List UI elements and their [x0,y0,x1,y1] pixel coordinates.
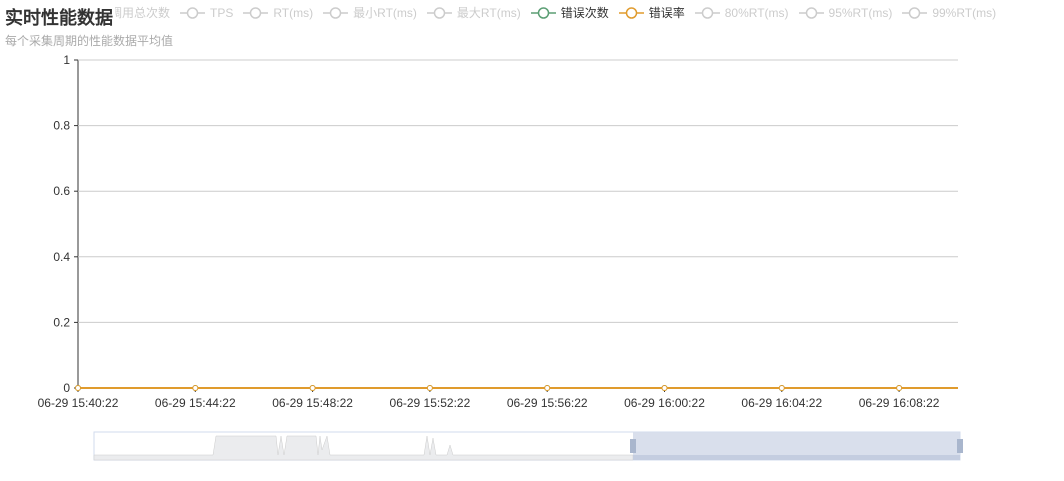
y-tick-label: 1 [63,53,70,67]
x-tick-label: 06-29 15:48:22 [272,396,353,410]
legend-item[interactable]: TPS [180,4,233,21]
x-tick-label: 06-29 16:04:22 [741,396,822,410]
legend-label: RT(ms) [273,5,314,20]
y-tick-label: 0 [63,381,70,395]
legend-label: 最大RT(ms) [456,6,521,20]
y-tick-label: 0.8 [53,119,70,133]
legend-item[interactable]: RT(ms) [243,4,313,21]
legend-line-circle-icon [426,6,452,19]
datazoom-selected-shadow [633,455,960,460]
legend-line-circle-icon [323,6,349,19]
legend-line-circle-icon [180,6,206,19]
x-tick-label: 06-29 15:44:22 [155,396,236,410]
legend-line-circle-icon [902,6,928,19]
legend-item[interactable]: 99%RT(ms) [902,4,996,21]
datazoom-shadow [93,435,634,461]
legend: 调用总次数 TPS RT(ms) 最小RT(ms) 最大RT(ms) 错误次数 错误率 80%… [80,4,1006,21]
x-tick-label: 06-29 16:00:22 [624,396,705,410]
data-point[interactable] [192,385,199,391]
legend-item[interactable]: 最大RT(ms) [426,4,521,21]
datazoom-right-handle[interactable] [957,439,963,453]
legend-line-circle-icon [694,6,720,19]
data-point[interactable] [544,385,551,391]
data-point[interactable] [75,385,81,391]
datazoom[interactable] [93,431,963,461]
legend-label: TPS [210,5,234,20]
legend-label: 错误率 [648,6,685,20]
data-point[interactable] [426,385,433,391]
x-tick-label: 06-29 15:40:22 [38,396,119,410]
legend-item[interactable]: 错误率 [618,4,685,21]
legend-item[interactable]: 80%RT(ms) [694,4,789,21]
legend-label: 最小RT(ms) [353,6,417,20]
data-point[interactable] [309,385,316,391]
chart-title: 实时性能数据 [5,4,115,30]
legend-item[interactable]: 95%RT(ms) [798,4,893,21]
data-point[interactable] [661,385,668,391]
legend-line-circle-icon [530,6,556,19]
legend-item[interactable]: 最小RT(ms) [323,4,417,21]
x-tick-label: 06-29 15:52:22 [390,396,471,410]
y-tick-label: 0.4 [53,250,70,264]
legend-label: 调用总次数 [110,6,171,20]
data-point[interactable] [896,385,903,391]
y-tick-label: 0.2 [53,315,70,329]
legend-label: 80%RT(ms) [724,5,789,20]
legend-line-circle-icon [243,6,269,19]
legend-label: 95%RT(ms) [828,5,893,20]
legend-line-circle-icon [618,6,644,19]
legend-label: 错误次数 [560,6,609,20]
x-tick-label: 06-29 16:08:22 [859,396,940,410]
legend-item[interactable]: 错误次数 [530,4,609,21]
datazoom-left-handle[interactable] [630,439,636,453]
x-tick-label: 06-29 15:56:22 [507,396,588,410]
legend-label: 99%RT(ms) [932,5,997,20]
y-tick-label: 0.6 [53,184,70,198]
chart-subtitle: 每个采集周期的性能数据平均值 [5,34,174,48]
legend-line-circle-icon [798,6,824,19]
data-point[interactable] [778,385,785,391]
